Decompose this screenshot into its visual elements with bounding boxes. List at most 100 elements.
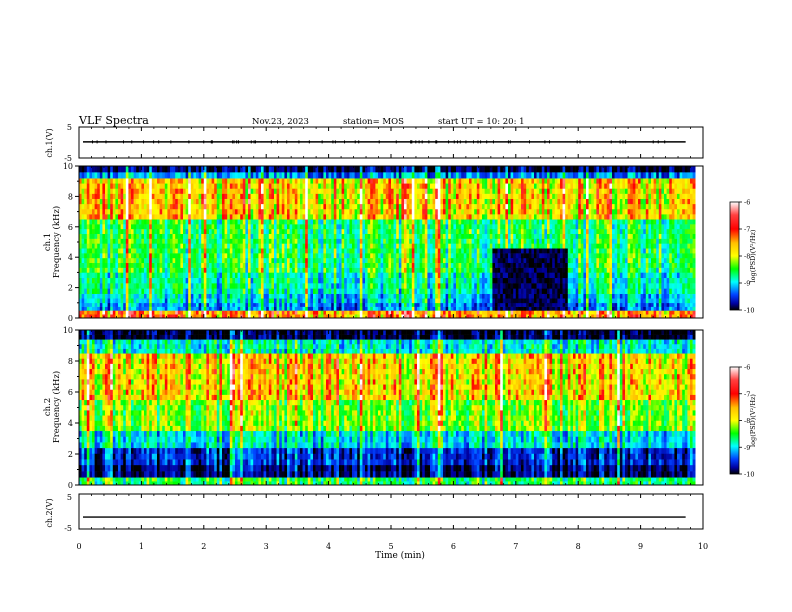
spectrogram-cell <box>206 214 209 219</box>
spectrogram-cell <box>446 178 449 183</box>
spectrogram-cell <box>175 166 178 172</box>
spectrogram-cell <box>303 199 306 204</box>
spectrogram-cell <box>461 194 464 199</box>
spectrogram-cell <box>287 178 290 183</box>
spectrogram-cell <box>357 307 360 311</box>
spectrogram-cell <box>162 199 165 204</box>
spectrogram-cell <box>183 303 186 307</box>
spectrogram-cell <box>154 310 157 314</box>
spectrogram-cell <box>240 209 243 214</box>
spectrogram-cell <box>139 294 142 299</box>
spectrogram-cell <box>313 204 316 209</box>
spectrogram-cell <box>277 239 280 244</box>
spectrogram-cell <box>183 253 186 258</box>
spectrogram-cell <box>425 253 428 258</box>
spectrogram-cell <box>105 294 108 299</box>
spectrogram-cell <box>183 268 186 273</box>
spectrogram-cell <box>469 172 472 178</box>
spectrogram-cell <box>147 288 150 294</box>
spectrogram-cell <box>277 288 280 294</box>
spectrogram-cell <box>225 234 228 239</box>
spectrogram-cell <box>134 278 137 284</box>
spectrogram-cell <box>282 178 285 183</box>
spectrogram-cell <box>282 172 285 178</box>
spectrogram-cell <box>105 188 108 193</box>
spectrogram-cell <box>303 303 306 307</box>
spectrogram-cell <box>240 178 243 183</box>
spectrogram-cell <box>292 239 295 244</box>
spectrogram-cell <box>201 188 204 193</box>
spectrogram-cell <box>443 178 446 183</box>
spectrogram-cell <box>235 234 238 239</box>
spectrogram-cell <box>201 294 204 299</box>
spectrogram-cell <box>456 310 459 314</box>
spectrogram-cell <box>186 178 189 183</box>
spectrogram-cell <box>97 272 100 278</box>
spectrogram-cell <box>180 272 183 278</box>
spectrogram-cell <box>472 166 475 172</box>
spectrogram-cell <box>95 294 98 299</box>
spectrogram-cell <box>84 253 87 258</box>
spectrogram-cell <box>451 294 454 299</box>
spectrogram-cell <box>331 307 334 311</box>
spectrogram-cell <box>180 204 183 209</box>
spectrogram-cell <box>331 278 334 284</box>
spectrogram-cell <box>123 263 126 268</box>
spectrogram-cell <box>170 204 173 209</box>
spectrogram-cell <box>183 294 186 299</box>
spectrogram-cell <box>188 188 191 193</box>
spectrogram-cell <box>186 219 189 224</box>
spectrogram-cell <box>430 268 433 273</box>
spectrogram-cell <box>214 283 217 289</box>
spectrogram-cell <box>152 298 155 303</box>
spectrogram-cell <box>154 188 157 193</box>
chart-title: VLF Spectra <box>78 114 149 127</box>
spectrogram-cell <box>232 243 235 248</box>
spectrogram-cell <box>121 204 124 209</box>
spectrogram-cell <box>271 224 274 229</box>
spectrogram-cell <box>368 248 371 253</box>
spectrogram-cell <box>427 183 430 188</box>
spectrogram-cell <box>258 258 261 263</box>
spectrogram-cell <box>451 307 454 311</box>
spectrogram-cell <box>188 183 191 188</box>
spectrogram-cell <box>334 178 337 183</box>
spectrogram-cell <box>435 172 438 178</box>
spectrogram-cell <box>464 294 467 299</box>
spectrogram-cell <box>344 234 347 239</box>
spectrogram-cell <box>175 243 178 248</box>
spectrogram-cell <box>87 288 90 294</box>
spectrogram-cell <box>227 272 230 278</box>
spectrogram-cell <box>162 219 165 224</box>
spectrogram-cell <box>113 209 116 214</box>
spectrogram-cell <box>196 258 199 263</box>
spectrogram-cell <box>323 263 326 268</box>
spectrogram-cell <box>422 194 425 199</box>
spectrogram-cell <box>409 199 412 204</box>
spectrogram-cell <box>180 172 183 178</box>
spectrogram-cell <box>256 310 259 314</box>
spectrogram-cell <box>165 283 168 289</box>
spectrogram-cell <box>110 303 113 307</box>
spectrogram-cell <box>362 183 365 188</box>
spectrogram-cell <box>370 288 373 294</box>
spectrogram-cell <box>279 258 282 263</box>
spectrogram-cell <box>149 298 152 303</box>
spectrogram-cell <box>238 303 241 307</box>
spectrogram-cell <box>152 294 155 299</box>
spectrogram-cell <box>331 268 334 273</box>
spectrogram-cell <box>258 172 261 178</box>
spectrogram-cell <box>100 294 103 299</box>
spectrogram-cell <box>243 172 246 178</box>
spectrogram-cell <box>394 194 397 199</box>
spectrogram-cell <box>188 194 191 199</box>
spectrogram-cell <box>474 263 477 268</box>
spectrogram-cell <box>456 298 459 303</box>
spectrogram-cell <box>217 288 220 294</box>
spectrogram-cell <box>261 239 264 244</box>
spectrogram-cell <box>485 214 488 219</box>
spectrogram-cell <box>152 224 155 229</box>
spectrogram-cell <box>349 288 352 294</box>
spectrogram-cell <box>334 183 337 188</box>
spectrogram-cell <box>477 204 480 209</box>
